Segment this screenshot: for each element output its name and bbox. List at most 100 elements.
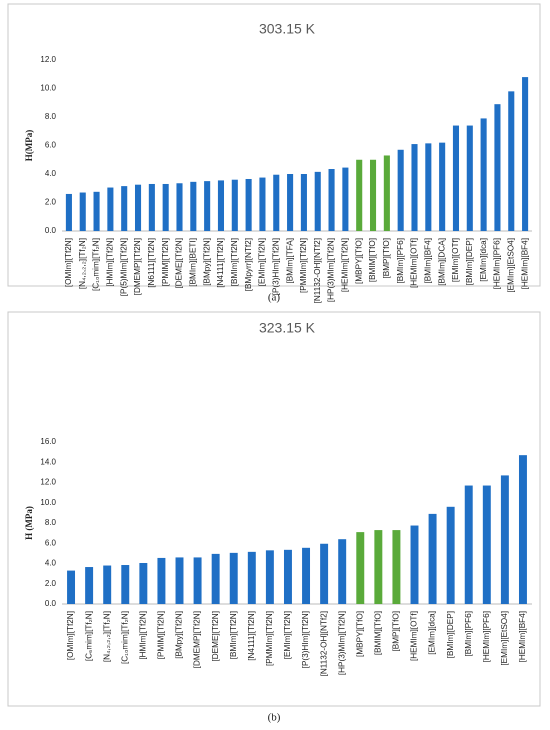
x-tick-label: [HEMIm][Tf2N] <box>341 238 350 292</box>
bar <box>193 557 202 604</box>
bar <box>356 532 365 604</box>
x-tick-label: [EMIm][EtSO4] <box>506 238 515 293</box>
x-tick-label: [EMIm][OTf] <box>451 238 460 282</box>
x-tick-label: [BMIm][DEP] <box>465 238 474 285</box>
y-tick-label: 0.0 <box>45 599 57 608</box>
x-tick-label: [PMMIm][Tf2N] <box>265 611 274 666</box>
x-tick-label: [C₁₀mim][Tf₂N] <box>120 611 129 664</box>
bar <box>522 77 529 231</box>
y-tick-label: 14.0 <box>40 457 56 466</box>
x-tick-label: [P(5)MIm][Tf2N] <box>119 238 128 296</box>
bar <box>211 553 220 604</box>
x-tick-label: [N4111][Tf2N] <box>247 611 256 661</box>
x-tick-label: [PMIM][Tf2N] <box>157 611 166 659</box>
bar <box>287 174 294 231</box>
chart-title: 323.15 K <box>259 320 316 336</box>
x-tick-label: [BMIm][DCA] <box>437 238 446 286</box>
x-tick-label: [HP(3)MIm][Tf2N] <box>327 238 336 302</box>
bar <box>482 485 491 604</box>
bar <box>162 183 169 231</box>
bar <box>107 187 114 231</box>
x-tick-label: [N1132-OH][NTf2] <box>319 611 328 676</box>
x-tick-label: [HMIm][Tf2N] <box>139 611 148 660</box>
bar <box>446 506 455 604</box>
bar <box>302 547 311 604</box>
x-tick-label: [N₄,₂,₂,₂][Tf₂N] <box>78 238 87 289</box>
x-tick-label: [BMIM][TfO] <box>374 611 383 655</box>
x-tick-label: [BMIm][BETI] <box>188 238 197 287</box>
bar <box>342 167 349 231</box>
x-tick-label: [C₁₀mim][Tf₂N] <box>92 238 101 291</box>
x-tick-label: [BMIm][DEP] <box>446 611 455 658</box>
y-tick-label: 2.0 <box>45 579 57 588</box>
bar <box>229 552 238 604</box>
x-tick-label: [BMIM][TfO] <box>368 238 377 282</box>
bar <box>320 543 329 604</box>
bar <box>410 525 419 604</box>
y-tick-label: 0.0 <box>45 226 57 235</box>
bar <box>369 159 377 231</box>
bar <box>518 455 527 604</box>
bar <box>392 530 401 604</box>
x-tick-label: [OMIm][Tf2N] <box>66 611 75 660</box>
x-tick-label: [DMEMP][Tf2N] <box>133 238 142 295</box>
bar <box>338 539 347 604</box>
bar <box>374 530 383 604</box>
y-tick-label: 10.0 <box>40 498 56 507</box>
x-tick-label: [DEME][Tf2N] <box>211 611 220 662</box>
y-tick-label: 6.0 <box>45 141 57 150</box>
x-tick-label: [HEMIm][PF6] <box>482 611 491 662</box>
x-tick-label: [EMIm][dca] <box>479 238 488 282</box>
bar <box>480 118 487 231</box>
bar <box>148 183 155 231</box>
bar <box>428 513 437 604</box>
bar <box>67 570 76 604</box>
x-tick-label: [HP(3)MIm][Tf2N] <box>337 611 346 675</box>
x-tick-label: [BMIm][Tf2N] <box>229 611 238 659</box>
bar <box>356 159 363 231</box>
y-tick-label: 12.0 <box>40 478 56 487</box>
y-tick-label: 10.0 <box>40 84 56 93</box>
bar <box>65 193 72 231</box>
x-tick-label: [MBPY][TfO] <box>354 238 363 284</box>
bar <box>217 180 225 231</box>
bar <box>175 557 184 604</box>
x-tick-label: [BMIm][TFA] <box>285 238 294 284</box>
bar <box>176 183 183 231</box>
y-tick-label: 8.0 <box>45 112 57 121</box>
x-tick-label: [EMIm][dca] <box>428 611 437 655</box>
bar <box>466 125 473 231</box>
x-tick-label: [EMIm][Tf2N] <box>283 611 292 659</box>
bar <box>190 181 197 231</box>
x-tick-label: [OMIm][Tf2N] <box>64 238 73 287</box>
x-tick-label: [EMIm][EtSO4] <box>500 611 509 666</box>
x-tick-label: [HEMIm][OTf] <box>410 611 419 661</box>
y-axis-label: H (MPa) <box>24 506 34 540</box>
bar <box>314 171 321 231</box>
bar <box>439 142 446 231</box>
x-tick-label: [BMpy][Tf2N] <box>175 611 184 659</box>
bar <box>103 565 112 604</box>
x-tick-label: [EMIm][Tf2N] <box>258 238 267 286</box>
x-tick-label: [N6111][Tf2N] <box>147 238 156 288</box>
x-tick-label: [N4111][Tf2N] <box>216 238 225 288</box>
chart-title: 303.15 K <box>259 21 316 37</box>
x-tick-label: [BMIm][BF4] <box>423 238 432 284</box>
bar <box>265 550 274 604</box>
x-tick-label: [BMpyrr][NTf2] <box>244 238 253 291</box>
caption: (a) <box>268 292 281 304</box>
bar <box>247 551 256 604</box>
x-tick-label: [P(3)HIm][Tf2N] <box>271 238 280 295</box>
x-tick-label: [HEMIm][PF6] <box>493 238 502 289</box>
bar <box>93 191 100 231</box>
x-tick-label: [BMpy][Tf2N] <box>202 238 211 286</box>
x-tick-label: [BMIm][PF6] <box>464 611 473 657</box>
x-tick-label: [HMIm][Tf2N] <box>106 238 115 287</box>
x-tick-label: [PMMIm][Tf2N] <box>299 238 308 293</box>
y-tick-label: 12.0 <box>40 55 56 64</box>
x-tick-label: [N₄,₂,₂,₂][Tf₂N] <box>102 611 111 662</box>
bar <box>425 143 432 231</box>
bar <box>300 174 307 231</box>
bar <box>383 155 390 231</box>
